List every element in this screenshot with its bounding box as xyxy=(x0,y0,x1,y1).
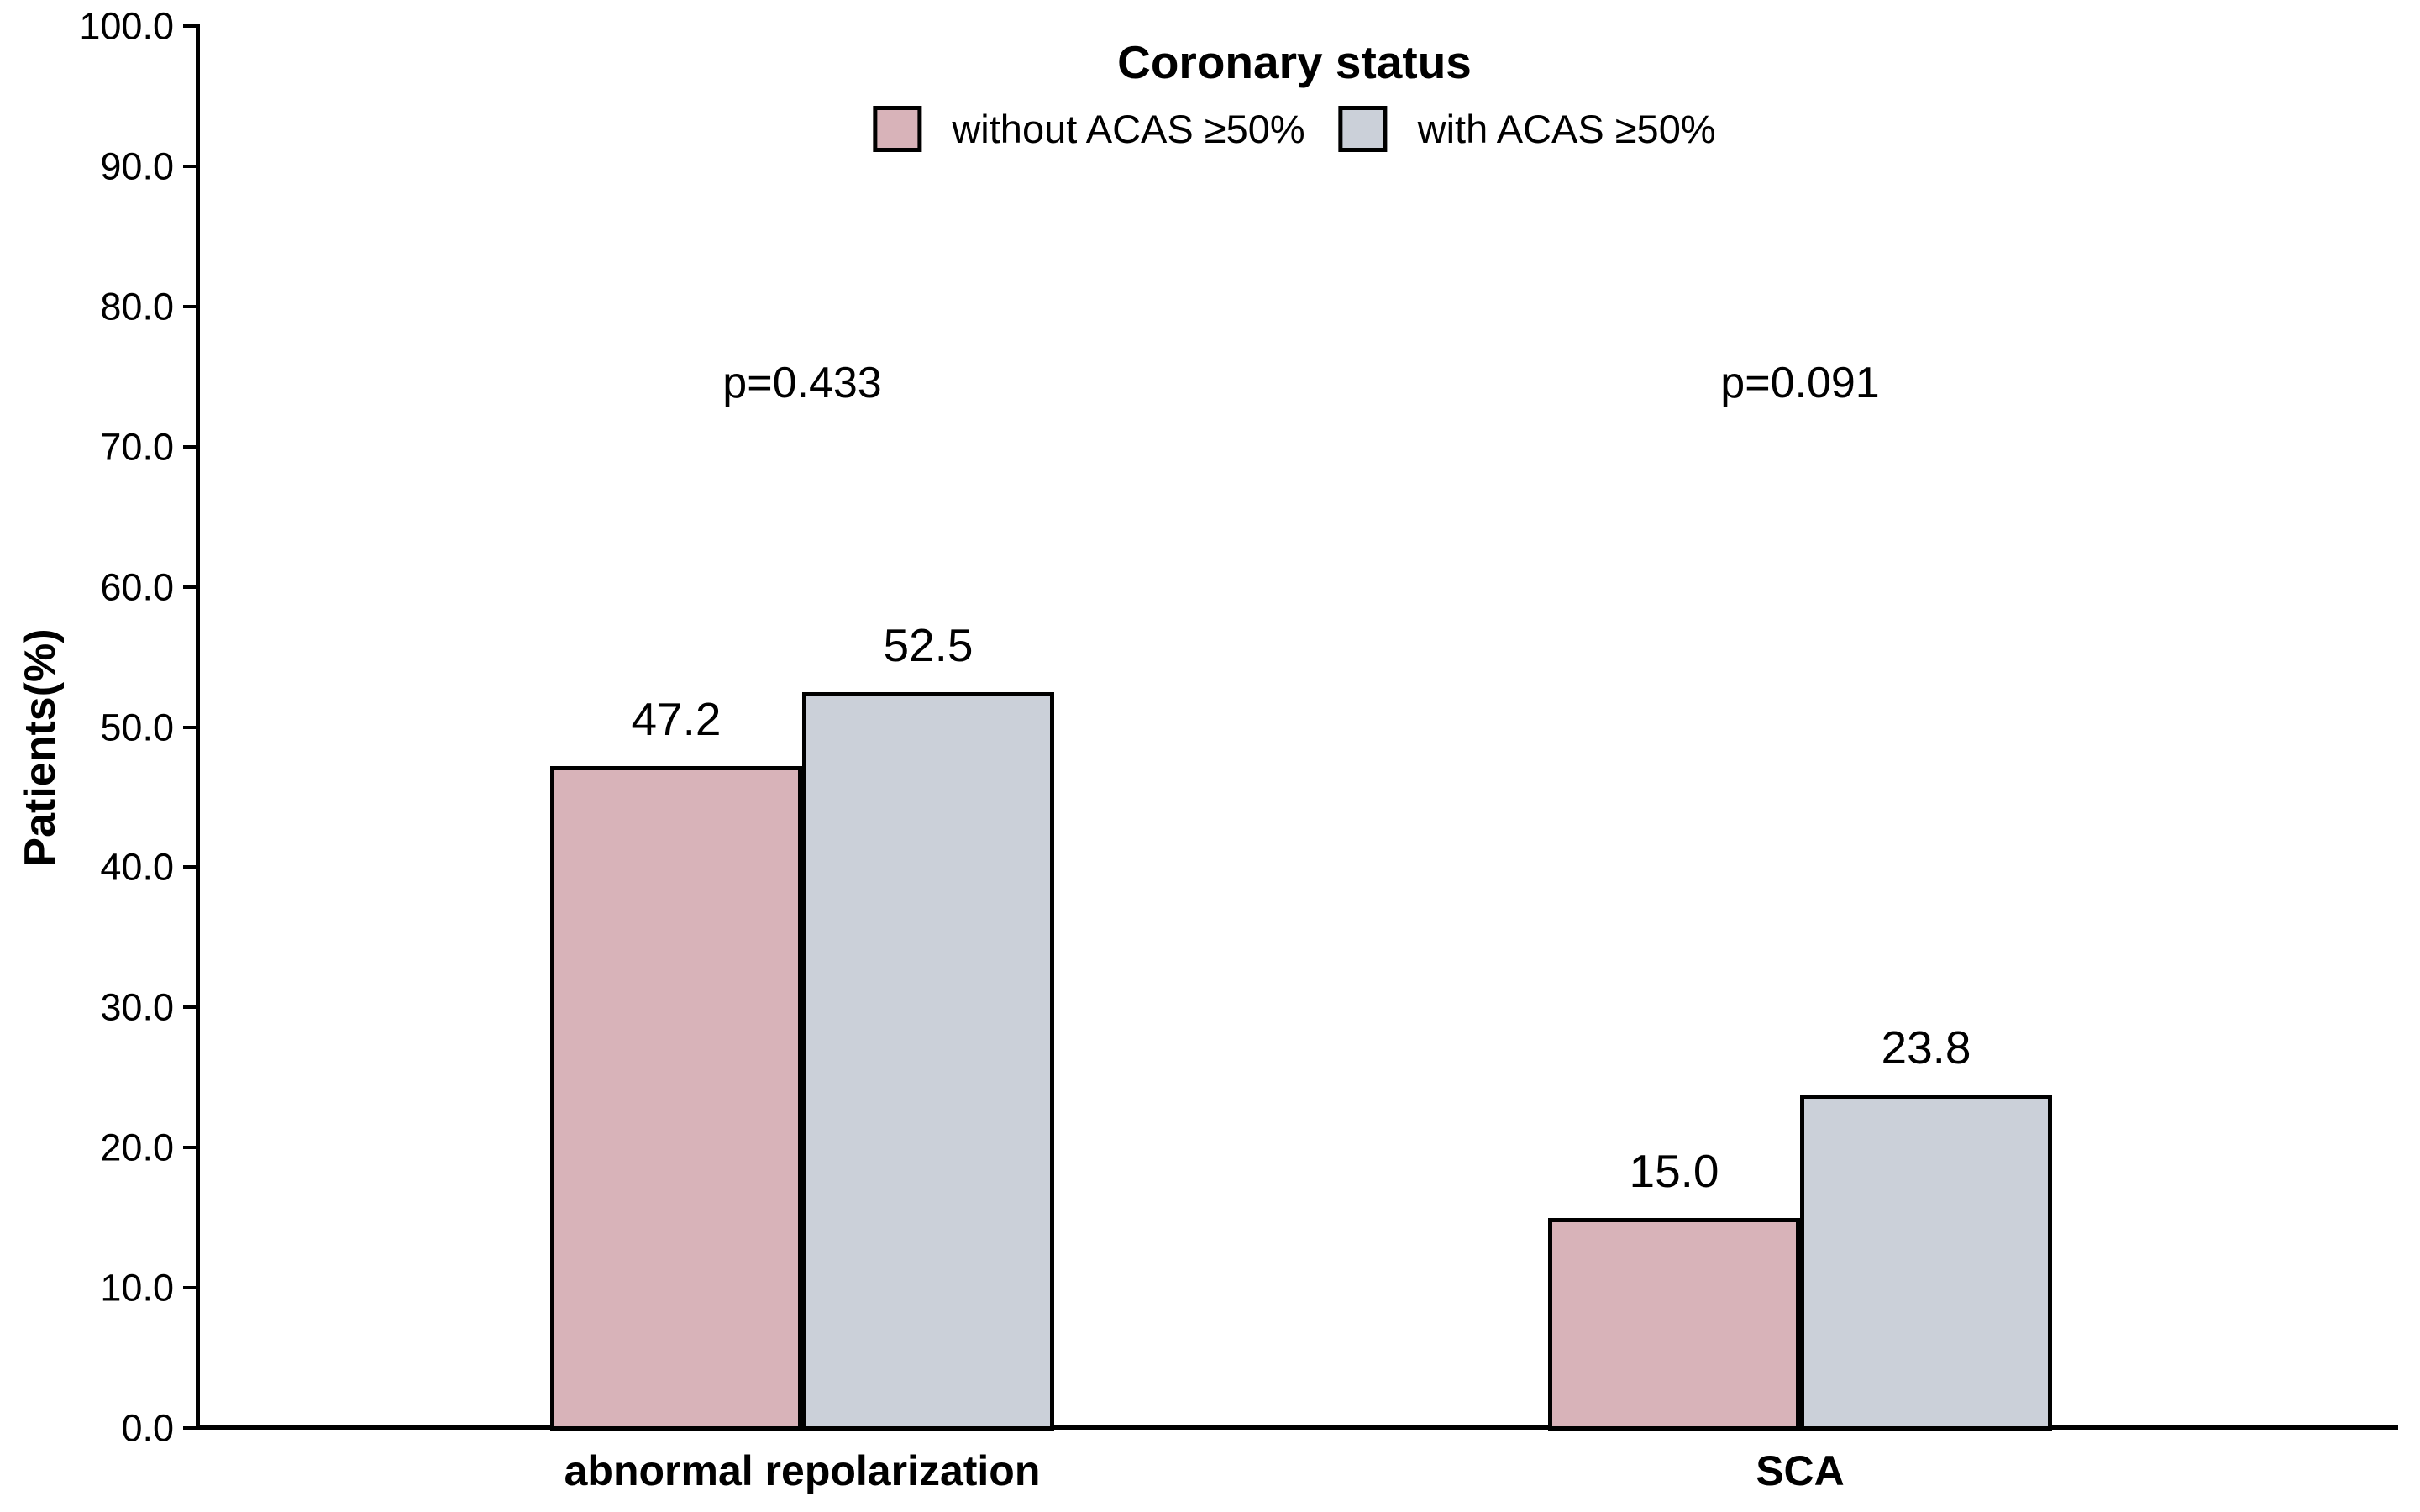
bar-with-acas-sca xyxy=(1800,1094,2052,1431)
legend-swatch-with-acas xyxy=(1338,106,1388,152)
y-tick-mark-20.0 xyxy=(183,1146,200,1150)
bar-value-label: 15.0 xyxy=(1629,1144,1719,1197)
y-tick-label-10.0: 10.0 xyxy=(100,1266,174,1310)
y-tick-label-100.0: 100.0 xyxy=(79,4,174,48)
bar-value-label: 23.8 xyxy=(1881,1021,1971,1074)
y-tick-label-60.0: 60.0 xyxy=(100,565,174,609)
legend-label-without-acas: without ACAS ≥50% xyxy=(952,106,1305,151)
bar-without-acas-sca xyxy=(1548,1217,1800,1431)
legend-row: without ACAS ≥50% with ACAS ≥50% xyxy=(873,106,1716,152)
y-tick-label-20.0: 20.0 xyxy=(100,1126,174,1169)
y-tick-mark-70.0 xyxy=(183,444,200,449)
y-tick-label-40.0: 40.0 xyxy=(100,845,174,889)
bar-value-label: 47.2 xyxy=(631,693,722,746)
legend-title: Coronary status xyxy=(1117,36,1472,88)
y-tick-mark-90.0 xyxy=(183,164,200,168)
legend: Coronary status without ACAS ≥50% with A… xyxy=(873,36,1716,152)
y-tick-label-50.0: 50.0 xyxy=(100,706,174,748)
legend-swatch-without-acas xyxy=(873,106,922,152)
p-value-abnormal-repolarization: p=0.433 xyxy=(722,359,882,407)
y-tick-label-70.0: 70.0 xyxy=(100,425,174,469)
y-tick-label-90.0: 90.0 xyxy=(100,144,174,188)
legend-item-without-acas: without ACAS ≥50% xyxy=(873,106,1305,152)
y-tick-mark-30.0 xyxy=(183,1005,200,1010)
bar-value-label: 52.5 xyxy=(883,618,974,671)
y-tick-mark-0.0 xyxy=(183,1426,200,1430)
bar-without-acas-abnormal-repolarization xyxy=(550,766,802,1431)
y-tick-mark-50.0 xyxy=(183,725,200,729)
y-tick-label-0.0: 0.0 xyxy=(121,1406,174,1450)
x-axis-line xyxy=(196,1425,2398,1430)
x-category-abnormal-repolarization: abnormal repolarization xyxy=(564,1447,1041,1494)
legend-item-with-acas: with ACAS ≥50% xyxy=(1338,106,1716,152)
p-value-sca: p=0.091 xyxy=(1720,359,1880,407)
y-tick-mark-10.0 xyxy=(183,1286,200,1290)
y-tick-mark-40.0 xyxy=(183,865,200,869)
y-tick-label-80.0: 80.0 xyxy=(100,285,174,328)
x-category-sca: SCA xyxy=(1756,1447,1845,1494)
y-tick-label-30.0: 30.0 xyxy=(100,985,174,1029)
bar-with-acas-abnormal-repolarization xyxy=(802,691,1054,1431)
y-tick-mark-60.0 xyxy=(183,585,200,589)
legend-label-with-acas: with ACAS ≥50% xyxy=(1417,106,1716,151)
y-tick-mark-100.0 xyxy=(183,24,200,28)
y-tick-mark-80.0 xyxy=(183,304,200,308)
y-axis-title: Patients(%) xyxy=(16,628,65,867)
